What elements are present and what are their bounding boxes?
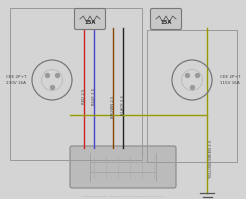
FancyBboxPatch shape — [75, 9, 106, 29]
Text: BROWN 2.5: BROWN 2.5 — [111, 95, 115, 117]
Text: 15A: 15A — [84, 20, 96, 25]
FancyBboxPatch shape — [151, 9, 182, 29]
FancyBboxPatch shape — [70, 146, 176, 188]
Bar — [147, 30, 237, 162]
Text: CEE 2P+T
115V 16A: CEE 2P+T 115V 16A — [219, 75, 240, 85]
Text: 15A: 15A — [160, 20, 172, 25]
Text: YELLOW-GREEN 2.5: YELLOW-GREEN 2.5 — [209, 140, 213, 178]
Text: BLACK 2.5: BLACK 2.5 — [121, 95, 125, 115]
Text: RED 2.5: RED 2.5 — [82, 88, 86, 103]
Text: CEE 2P+T
230V 16A: CEE 2P+T 230V 16A — [6, 75, 27, 85]
Bar — [10, 8, 142, 160]
Text: BLUE 2.5: BLUE 2.5 — [92, 88, 96, 105]
Text: Reproduction prohibited - For Briggs & Stratton Authorized Distributors Only.: Reproduction prohibited - For Briggs & S… — [82, 196, 164, 197]
